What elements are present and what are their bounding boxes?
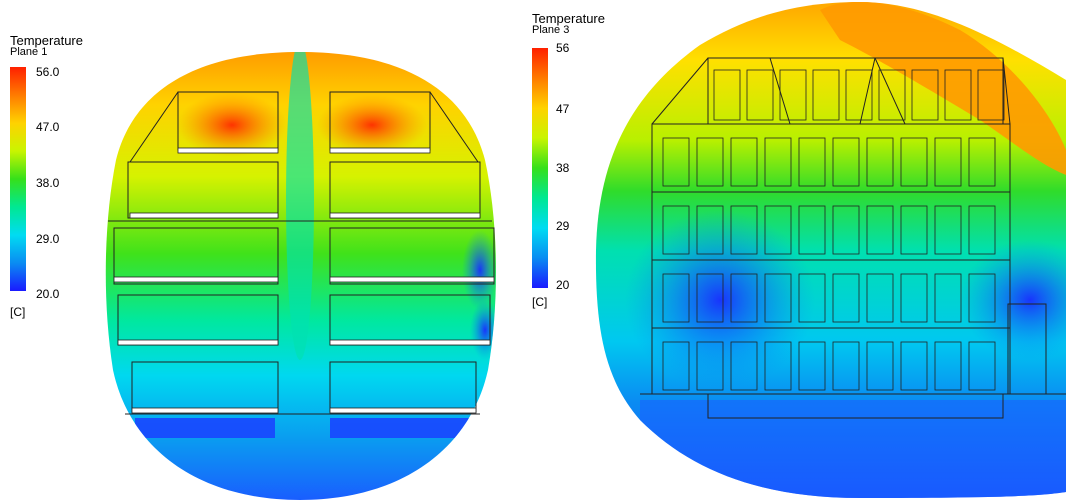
- legend-subtitle: Plane 1: [10, 46, 48, 58]
- rack-cell: [934, 273, 962, 323]
- legend-tick: 47.0: [36, 120, 60, 134]
- legend-tick: 38.0: [36, 176, 60, 190]
- rack-cell: [798, 273, 826, 323]
- legend-colorbar: [10, 67, 26, 291]
- rack-cell: [832, 341, 860, 391]
- rack-cell: [845, 69, 873, 121]
- rack-cell: [866, 273, 894, 323]
- plane-1-shelves: [113, 147, 495, 414]
- rack-cell: [812, 69, 840, 121]
- plane-3-rack-structure: [640, 57, 1066, 419]
- legend-subtitle: Plane 3: [532, 24, 570, 36]
- rack-cell: [764, 273, 792, 323]
- legend-unit: [C]: [532, 295, 548, 309]
- legend-tick: 20: [556, 278, 570, 292]
- temperature-legend-plane-1: Temperature Plane 1 56.0 47.0 38.0 29.0 …: [10, 33, 83, 319]
- rack-cell: [764, 341, 792, 391]
- rack-cell: [730, 273, 758, 323]
- rack-cell: [968, 341, 996, 391]
- legend-tick: 56.0: [36, 65, 60, 79]
- rack-cell: [900, 273, 928, 323]
- rack-cell: [798, 205, 826, 255]
- rack-cell: [977, 69, 1005, 121]
- rack-cell: [662, 205, 690, 255]
- rack-cell: [878, 69, 906, 121]
- rack-cell: [798, 341, 826, 391]
- rack-cell: [934, 341, 962, 391]
- rack-cell: [832, 205, 860, 255]
- rack-cell: [900, 341, 928, 391]
- legend-colorbar: [532, 48, 548, 288]
- rack-cell: [730, 205, 758, 255]
- rack-cell: [779, 69, 807, 121]
- rack-cell: [662, 137, 690, 187]
- rack-cell: [968, 205, 996, 255]
- rack-cell: [934, 137, 962, 187]
- rack-cell: [662, 341, 690, 391]
- legend-title: Temperature: [10, 33, 83, 48]
- rack-cell: [764, 137, 792, 187]
- rack-cell: [730, 341, 758, 391]
- rack-cell: [866, 137, 894, 187]
- rack-cell: [730, 137, 758, 187]
- rack-cell: [934, 205, 962, 255]
- legend-tick: 29: [556, 219, 570, 233]
- rack-cell: [713, 69, 741, 121]
- rack-cell: [866, 205, 894, 255]
- rack-cell: [832, 137, 860, 187]
- rack-cell: [696, 341, 724, 391]
- rack-cell: [968, 137, 996, 187]
- plane-3-contour: [595, 2, 1066, 498]
- legend-tick: 56: [556, 41, 570, 55]
- rack-cell: [662, 273, 690, 323]
- temperature-legend-plane-3: Temperature Plane 3 56 47 38 29 20 [C]: [532, 11, 605, 309]
- rack-cell: [746, 69, 774, 121]
- legend-tick: 38: [556, 161, 570, 175]
- legend-title: Temperature: [532, 11, 605, 26]
- plane-1-rack-structure: [108, 91, 495, 415]
- rack-cell: [866, 341, 894, 391]
- rack-cell: [696, 205, 724, 255]
- rack-cell: [911, 69, 939, 121]
- legend-tick: 20.0: [36, 287, 60, 301]
- legend-tick: 47: [556, 102, 570, 116]
- rack-cell: [900, 137, 928, 187]
- plane-3-rack-cells: [662, 69, 1005, 391]
- rack-cell: [832, 273, 860, 323]
- legend-tick: 29.0: [36, 232, 60, 246]
- rack-cell: [944, 69, 972, 121]
- rack-cell: [696, 137, 724, 187]
- plane-1-contour: [105, 52, 496, 500]
- rack-cell: [798, 137, 826, 187]
- rack-cell: [764, 205, 792, 255]
- rack-cell: [696, 273, 724, 323]
- rack-cell: [900, 205, 928, 255]
- rack-cell: [968, 273, 996, 323]
- legend-unit: [C]: [10, 305, 26, 319]
